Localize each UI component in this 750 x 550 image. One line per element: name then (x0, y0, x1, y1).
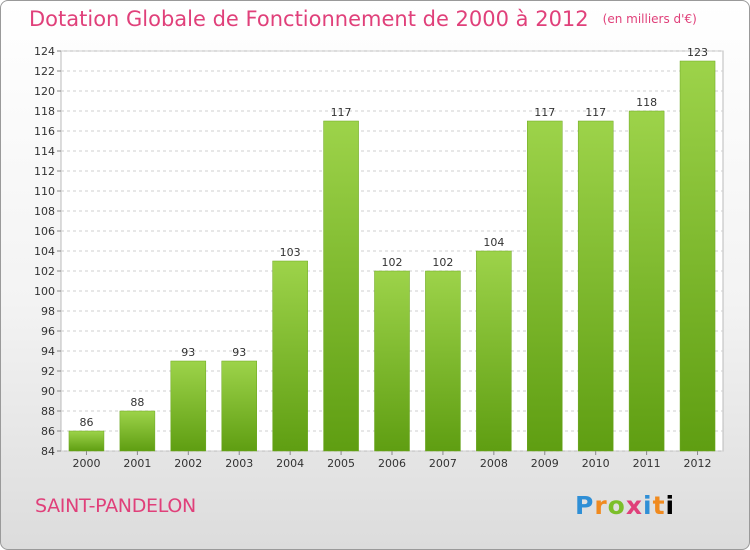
x-tick-label: 2006 (378, 457, 406, 470)
y-tick-label: 110 (34, 185, 55, 198)
x-tick-label: 2001 (123, 457, 151, 470)
y-tick-label: 118 (34, 105, 55, 118)
bar (221, 360, 257, 452)
bar (628, 110, 665, 452)
y-tick-label: 96 (41, 325, 55, 338)
bar (527, 120, 563, 452)
bar (476, 250, 512, 452)
bar (323, 120, 359, 452)
bar (425, 270, 461, 452)
data-label: 102 (382, 256, 403, 269)
y-tick-label: 92 (41, 365, 55, 378)
bar (679, 60, 716, 452)
y-tick-label: 98 (41, 305, 55, 318)
x-tick-label: 2009 (531, 457, 559, 470)
data-label: 117 (585, 106, 606, 119)
x-tick-label: 2011 (633, 457, 661, 470)
data-label: 118 (636, 96, 657, 109)
bar (374, 270, 410, 452)
y-tick-label: 112 (34, 165, 55, 178)
data-label: 102 (432, 256, 453, 269)
bar (68, 430, 105, 452)
y-tick-label: 90 (41, 385, 55, 398)
x-tick-label: 2003 (225, 457, 253, 470)
y-tick-label: 84 (41, 445, 55, 458)
y-tick-label: 124 (34, 45, 55, 58)
chart-subtitle: (en milliers d'€) (602, 12, 697, 26)
y-tick-label: 106 (34, 225, 55, 238)
y-tick-label: 114 (34, 145, 55, 158)
data-label: 103 (280, 246, 301, 259)
data-label: 117 (331, 106, 352, 119)
y-tick-label: 108 (34, 205, 55, 218)
x-tick-label: 2007 (429, 457, 457, 470)
chart-title: Dotation Globale de Fonctionnement de 20… (29, 7, 697, 31)
x-tick-label: 2005 (327, 457, 355, 470)
y-tick-label: 86 (41, 425, 55, 438)
y-tick-label: 88 (41, 405, 55, 418)
x-tick-label: 2008 (480, 457, 508, 470)
bar (170, 360, 207, 452)
data-label: 93 (181, 346, 195, 359)
y-tick-label: 94 (41, 345, 55, 358)
y-tick-label: 100 (34, 285, 55, 298)
bar (119, 410, 156, 452)
x-tick-label: 2010 (582, 457, 610, 470)
bar (577, 120, 614, 452)
data-label: 123 (687, 46, 708, 59)
x-tick-label: 2012 (684, 457, 712, 470)
y-tick-label: 104 (34, 245, 55, 258)
x-tick-label: 2000 (72, 457, 100, 470)
y-tick-label: 102 (34, 265, 55, 278)
y-tick-label: 116 (34, 125, 55, 138)
x-tick-label: 2004 (276, 457, 304, 470)
bar (272, 260, 308, 452)
data-label: 93 (232, 346, 246, 359)
x-tick-label: 2002 (174, 457, 202, 470)
data-label: 117 (534, 106, 555, 119)
commune-name: SAINT-PANDELON (35, 495, 196, 517)
data-label: 104 (483, 236, 504, 249)
chart-title-text: Dotation Globale de Fonctionnement de 20… (29, 7, 589, 31)
data-label: 88 (130, 396, 144, 409)
proxiti-logo: Proxiti (575, 491, 676, 520)
y-tick-label: 120 (34, 85, 55, 98)
data-label: 86 (79, 416, 93, 429)
y-tick-label: 122 (34, 65, 55, 78)
